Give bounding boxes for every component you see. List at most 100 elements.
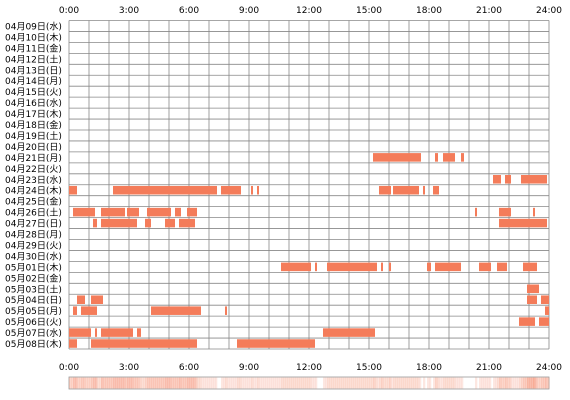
- summary-strip-cell: [523, 377, 526, 389]
- summary-strip-cell: [515, 377, 518, 389]
- summary-strip-cell: [175, 377, 178, 389]
- x-tick-label: 24:00: [536, 363, 562, 373]
- activity-bar: [519, 317, 535, 326]
- summary-strip-cell: [393, 377, 396, 389]
- summary-strip-cell: [159, 377, 162, 389]
- activity-bar: [93, 218, 97, 228]
- summary-strip-cell: [387, 377, 390, 389]
- summary-strip-cell: [459, 377, 462, 389]
- summary-strip-cell: [505, 377, 508, 389]
- x-tick-label: 24:00: [536, 6, 562, 16]
- summary-strip-cell: [507, 377, 510, 389]
- activity-bar: [127, 207, 139, 217]
- row-label: 04月28日(月): [5, 230, 62, 241]
- activity-bar: [91, 339, 197, 348]
- summary-strip-cell: [303, 377, 306, 389]
- summary-strip-cell: [367, 377, 370, 389]
- summary-strip-cell: [353, 377, 356, 389]
- activity-bar: [221, 185, 241, 195]
- summary-strip-cell: [301, 377, 304, 389]
- summary-strip-cell: [493, 377, 496, 389]
- x-tick-label: 3:00: [119, 6, 139, 16]
- summary-strip-cell: [145, 377, 148, 389]
- summary-strip-cell: [247, 377, 250, 389]
- summary-strip-cell: [419, 377, 422, 389]
- activity-bar: [523, 262, 537, 272]
- summary-strip-cell: [87, 377, 90, 389]
- summary-strip-cell: [345, 377, 348, 389]
- summary-strip-cell: [339, 377, 342, 389]
- summary-strip-cell: [335, 377, 338, 389]
- row-label: 04月10日(木): [5, 31, 62, 43]
- summary-strip-cell: [441, 377, 444, 389]
- summary-strip-cell: [169, 377, 172, 389]
- summary-strip-cell: [277, 377, 280, 389]
- summary-strip-cell: [243, 377, 246, 389]
- summary-strip-cell: [79, 377, 82, 389]
- x-tick-label: 3:00: [119, 363, 139, 373]
- row-label: 04月16日(水): [5, 97, 62, 109]
- summary-strip-cell: [453, 377, 456, 389]
- summary-strip-cell: [267, 377, 270, 389]
- summary-strip-cell: [305, 377, 308, 389]
- summary-strip-cell: [241, 377, 244, 389]
- row-label: 04月27日(日): [5, 219, 62, 230]
- activity-bar: [423, 185, 425, 195]
- summary-strip-cell: [349, 377, 352, 389]
- summary-strip-cell: [337, 377, 340, 389]
- summary-strip-cell: [235, 377, 238, 389]
- summary-strip-cell: [233, 377, 236, 389]
- activity-bar: [69, 185, 77, 195]
- summary-strip-cell: [215, 377, 218, 389]
- summary-strip-cell: [429, 377, 432, 389]
- summary-strip-cell: [91, 377, 94, 389]
- summary-strip-cell: [223, 377, 226, 389]
- summary-strip-frame: [68, 376, 550, 390]
- summary-strip-cell: [249, 377, 252, 389]
- activity-bar: [545, 306, 549, 315]
- row-label: 04月26日(土): [5, 207, 62, 219]
- summary-strip-cell: [543, 377, 546, 389]
- row-label: 04月14日(月): [5, 76, 62, 87]
- summary-strip-cell: [287, 377, 290, 389]
- summary-strip-cell: [531, 377, 534, 389]
- activity-bar: [315, 262, 317, 272]
- summary-strip-cell: [141, 377, 144, 389]
- summary-strip-cell: [133, 377, 136, 389]
- summary-strip-cell: [99, 377, 102, 389]
- activity-bar: [499, 218, 547, 228]
- summary-strip-cell: [537, 377, 540, 389]
- summary-strip-cell: [409, 377, 412, 389]
- row-label: 04月23日(水): [5, 174, 62, 186]
- summary-strip-cell: [433, 377, 436, 389]
- summary-strip-cell: [357, 377, 360, 389]
- activity-bar: [435, 153, 438, 162]
- activity-bar: [527, 295, 537, 304]
- summary-strip-cell: [545, 377, 548, 389]
- summary-strip-cell: [329, 377, 332, 389]
- summary-strip-cell: [209, 377, 212, 389]
- summary-strip-cell: [501, 377, 504, 389]
- summary-strip-cell: [371, 377, 374, 389]
- activity-bars: [69, 153, 549, 348]
- activity-bar: [381, 262, 383, 272]
- summary-strip-cell: [193, 377, 196, 389]
- activity-bar: [69, 328, 91, 337]
- summary-strip-cell: [313, 377, 316, 389]
- summary-strip-cell: [511, 377, 514, 389]
- summary-strip-cell: [483, 377, 486, 389]
- summary-strip-cell: [291, 377, 294, 389]
- summary-strip-cell: [355, 377, 358, 389]
- row-label: 04月11日(金): [5, 42, 62, 54]
- activity-bar: [101, 218, 137, 228]
- summary-strip-cell: [521, 377, 524, 389]
- summary-strip-cell: [149, 377, 152, 389]
- row-label: 05月01日(木): [5, 261, 62, 273]
- x-tick-label: 6:00: [179, 6, 199, 16]
- summary-strip-cell: [183, 377, 186, 389]
- summary-strip-cell: [225, 377, 228, 389]
- summary-strip-cell: [423, 377, 426, 389]
- summary-strip-cell: [395, 377, 398, 389]
- activity-bar: [187, 207, 197, 217]
- summary-strip-cell: [533, 377, 536, 389]
